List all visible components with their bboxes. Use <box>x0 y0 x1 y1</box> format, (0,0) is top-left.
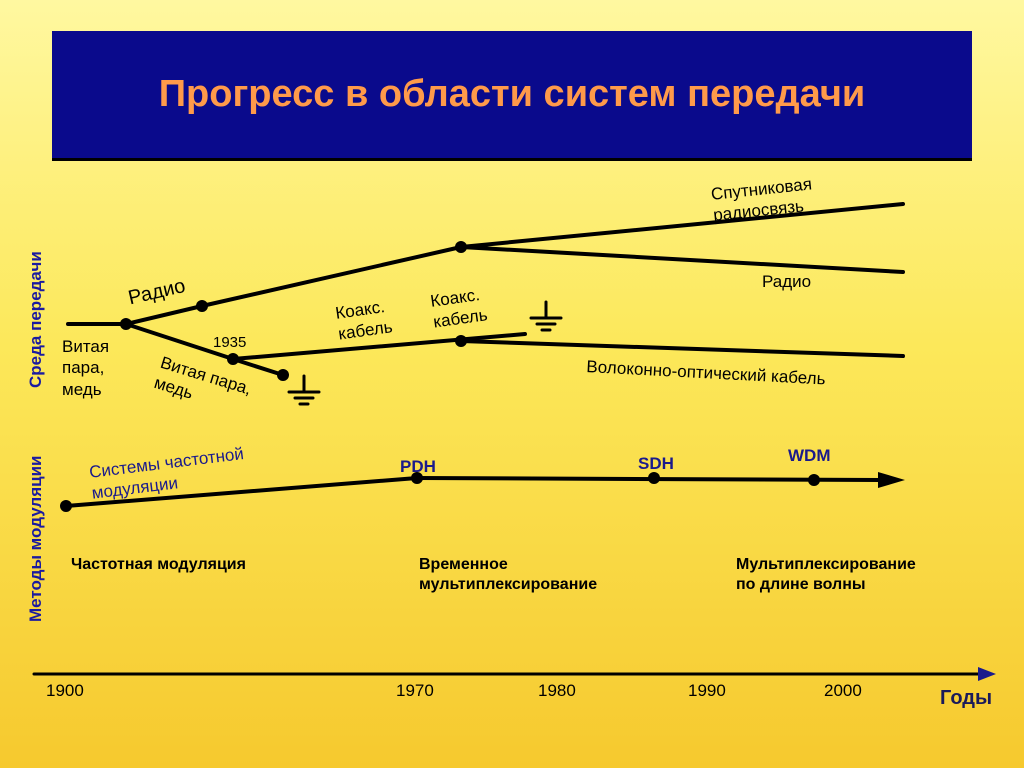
ground-icon <box>529 300 563 332</box>
axis-label-modulation: Методы модуляции <box>26 455 45 623</box>
axis-label-years: Годы <box>940 687 993 709</box>
axis-label-media: Среда передачи <box>26 251 45 388</box>
twisted-pair-branch-line <box>124 322 235 361</box>
twisted-pair-end-line <box>231 357 285 377</box>
node-coax <box>455 335 467 347</box>
timeline-label-1900: 1900 <box>46 681 84 700</box>
label-twisted-pair-line3: медь <box>62 379 102 399</box>
label-wdm: WDM <box>788 446 831 465</box>
era-tdm: Временное мультиплексирование <box>419 555 597 595</box>
coax-line <box>231 332 527 361</box>
arrow-right-icon <box>978 667 996 681</box>
label-twisted-pair: Витая пара, медь <box>62 336 109 400</box>
ground-icon <box>287 374 321 406</box>
node-wdm <box>808 474 820 486</box>
timeline-label-1970: 1970 <box>396 681 434 700</box>
node-sdh <box>648 472 660 484</box>
title-bar: Прогресс в области систем передачи <box>52 31 972 161</box>
modulation-line-1 <box>64 476 419 508</box>
node-pdh <box>411 472 423 484</box>
label-coax-2: Коакс. кабель <box>429 283 489 333</box>
node-fm <box>60 500 72 512</box>
label-pdh: PDH <box>400 457 436 476</box>
label-twisted-pair-line2: пара, <box>62 358 105 378</box>
node-twisted-pair-end <box>277 369 289 381</box>
radio-line <box>459 245 905 274</box>
node-twisted-pair <box>120 318 132 330</box>
page-title: Прогресс в области систем передачи <box>158 73 866 115</box>
era-wdm-line2: по длине волны <box>736 576 866 593</box>
label-sdh: SDH <box>638 454 674 473</box>
label-radio: Радио <box>762 272 812 291</box>
label-year-1935: 1935 <box>213 334 247 351</box>
timeline-label-1990: 1990 <box>688 681 726 700</box>
label-coax-1: Коакс. кабель <box>334 295 394 345</box>
fiber-line <box>459 339 905 358</box>
era-tdm-line1: Временное <box>419 556 508 573</box>
radio-trunk-line <box>200 245 463 308</box>
timeline-label-2000: 2000 <box>824 681 862 700</box>
arrow-right-icon <box>878 472 905 488</box>
radio-branch-line <box>124 304 204 326</box>
node-satellite-split <box>455 241 467 253</box>
label-twisted-pair-line1: Витая <box>62 337 110 356</box>
node-1935 <box>227 353 239 365</box>
era-wdm-line1: Мультиплексирование <box>736 556 916 573</box>
timeline-label-1980: 1980 <box>538 681 576 700</box>
node-radio <box>196 300 208 312</box>
satellite-line <box>459 202 905 249</box>
era-wdm: Мультиплексирование по длине волны <box>736 555 916 595</box>
era-fm: Частотная модуляция <box>71 556 246 573</box>
era-tdm-line2: мультиплексирование <box>419 576 598 593</box>
